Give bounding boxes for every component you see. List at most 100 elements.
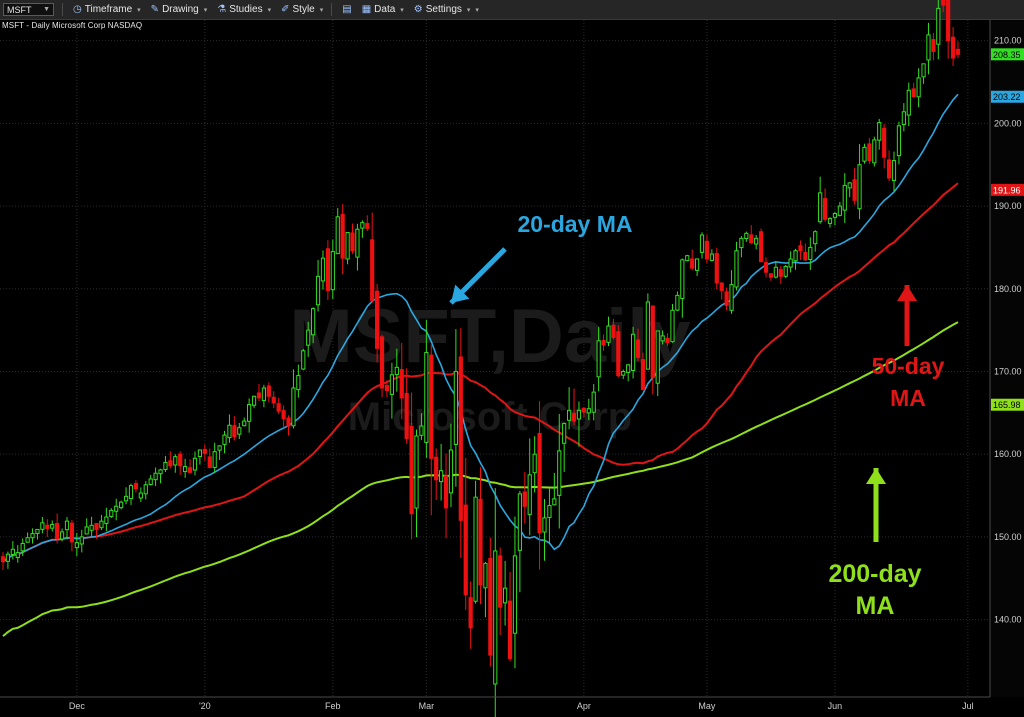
candle [754,234,759,250]
ma50-arrow [897,285,917,346]
candle [655,330,660,397]
candle-body [522,491,527,507]
candle [901,103,906,132]
candle [355,223,360,271]
chart-toolbar: MSFT ▼ ◷ Timeframe ▾ ✎ Drawing ▾ ⚗ Studi… [0,0,1024,20]
candle-body [370,239,375,301]
candle-body [916,77,921,98]
candle [99,514,104,530]
candle-body [335,216,340,255]
candle [896,121,902,165]
candle-body [936,7,941,45]
candle-body [30,533,35,539]
candle [79,529,84,553]
candle [714,247,719,290]
candle [187,459,193,474]
candle [261,384,267,408]
style-menu[interactable]: ✐ Style ▾ [281,4,323,15]
candle-body [187,467,193,473]
candle-body [586,408,591,414]
candle-body [414,435,419,509]
candle [256,383,262,402]
drawing-menu[interactable]: ✎ Drawing ▾ [151,4,208,15]
candle [635,328,641,362]
candle [320,250,326,290]
candle-body [143,484,148,495]
candle [596,326,601,392]
candle-body [286,417,291,427]
chevron-down-icon: ▾ [466,6,471,14]
candle [419,413,424,441]
candle [202,444,207,461]
candle [507,571,513,662]
candle [685,254,690,262]
price-tag-box [991,90,1024,103]
candle [242,417,247,427]
ma50-arrow-head [897,285,917,301]
candle [306,321,311,357]
candle [690,249,695,271]
symbol-text: MSFT [7,4,32,15]
candle-body [591,391,596,413]
y-tick-label: 180.00 [994,284,1022,294]
candle-body [886,159,892,179]
candle [576,401,582,447]
price-tag-ma200: 165.98 [991,398,1024,411]
candle [857,144,862,220]
candle [409,392,414,540]
studies-menu[interactable]: ⚗ Studies ▾ [217,4,271,15]
candle [183,458,188,478]
x-tick-label: Jun [828,701,843,711]
candle [143,481,148,500]
candle-body [488,557,493,656]
candle [138,487,143,503]
candle [581,406,586,418]
ma20-arrow [449,247,507,305]
candle [64,516,70,540]
candle [650,305,655,395]
candle-body [227,424,232,439]
symbol-selector[interactable]: MSFT ▼ [3,3,54,16]
candle [601,334,606,351]
candle [842,173,847,223]
data-menu[interactable]: ▦ Data ▾ [362,4,404,15]
candle-body [202,448,207,454]
candle-body [5,553,11,562]
candle [311,307,316,344]
ma200-annotation-line2: MA [855,592,895,620]
candle [793,248,798,270]
candle [768,273,774,281]
candle-body [237,427,242,435]
candle [872,136,877,167]
candle [59,528,65,542]
candle [463,457,468,610]
candle-body [837,205,842,216]
candle [25,532,30,543]
candle-body [94,522,99,530]
drawing-label: Drawing [162,4,199,15]
candle-body [439,470,444,483]
candle [719,282,724,300]
candle [40,516,45,534]
candle-body [832,213,838,218]
candle [439,443,444,501]
candle [325,240,330,300]
candle-body [813,231,818,245]
settings-menu[interactable]: ⚙ Settings ▾ ▾ [414,4,479,15]
candle-body [512,555,518,634]
candle-body [744,232,749,240]
candle [232,416,237,441]
candle-body [291,387,296,427]
candle-body [192,457,198,471]
candle-body [217,445,222,451]
layout-button[interactable]: ▤ [342,4,351,15]
paint-brush-icon: ✐ [281,4,290,15]
toolbar-divider [62,3,63,16]
candle-body [458,356,463,521]
candle [882,124,887,169]
candle-body [197,449,203,458]
chevron-down-icon: ▾ [137,6,141,14]
candle-body [847,182,852,189]
timeframe-menu[interactable]: ◷ Timeframe ▾ [73,4,141,15]
candle [301,348,306,371]
